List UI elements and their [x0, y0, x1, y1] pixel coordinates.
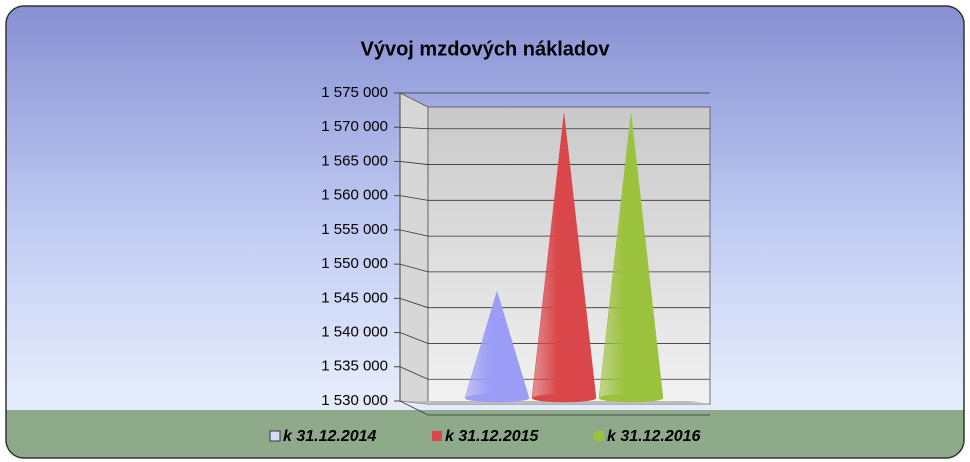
chart-title: Vývoj mzdových nákladov — [361, 38, 611, 60]
grid-line — [399, 161, 710, 165]
y-tick-label: 1 575 000 — [321, 84, 388, 101]
grid-line — [399, 195, 710, 201]
legend-label: k 31.12.2016 — [607, 428, 701, 445]
y-tick-label: 1 530 000 — [321, 392, 388, 409]
grid-line — [399, 126, 710, 130]
y-tick-label: 1 540 000 — [321, 324, 388, 341]
grid-line — [399, 229, 710, 237]
legend-swatch — [432, 431, 442, 441]
legend-label: k 31.12.2014 — [283, 428, 377, 445]
y-tick-label: 1 565 000 — [321, 152, 388, 169]
frame — [5, 5, 965, 459]
cone — [464, 290, 530, 403]
legend-swatch — [269, 430, 281, 442]
y-tick-label: 1 535 000 — [321, 358, 388, 375]
side-wall — [399, 92, 429, 405]
y-tick-label: 1 560 000 — [321, 187, 388, 204]
y-tick-label: 1 570 000 — [321, 118, 388, 135]
legend-swatch — [594, 431, 604, 441]
cone — [531, 113, 597, 403]
grid-line — [399, 400, 710, 416]
y-tick-label: 1 545 000 — [321, 289, 388, 306]
y-tick-label: 1 555 000 — [321, 221, 388, 238]
cone — [598, 113, 664, 403]
legend-label: k 31.12.2015 — [445, 428, 540, 445]
y-tick-label: 1 550 000 — [321, 255, 388, 272]
